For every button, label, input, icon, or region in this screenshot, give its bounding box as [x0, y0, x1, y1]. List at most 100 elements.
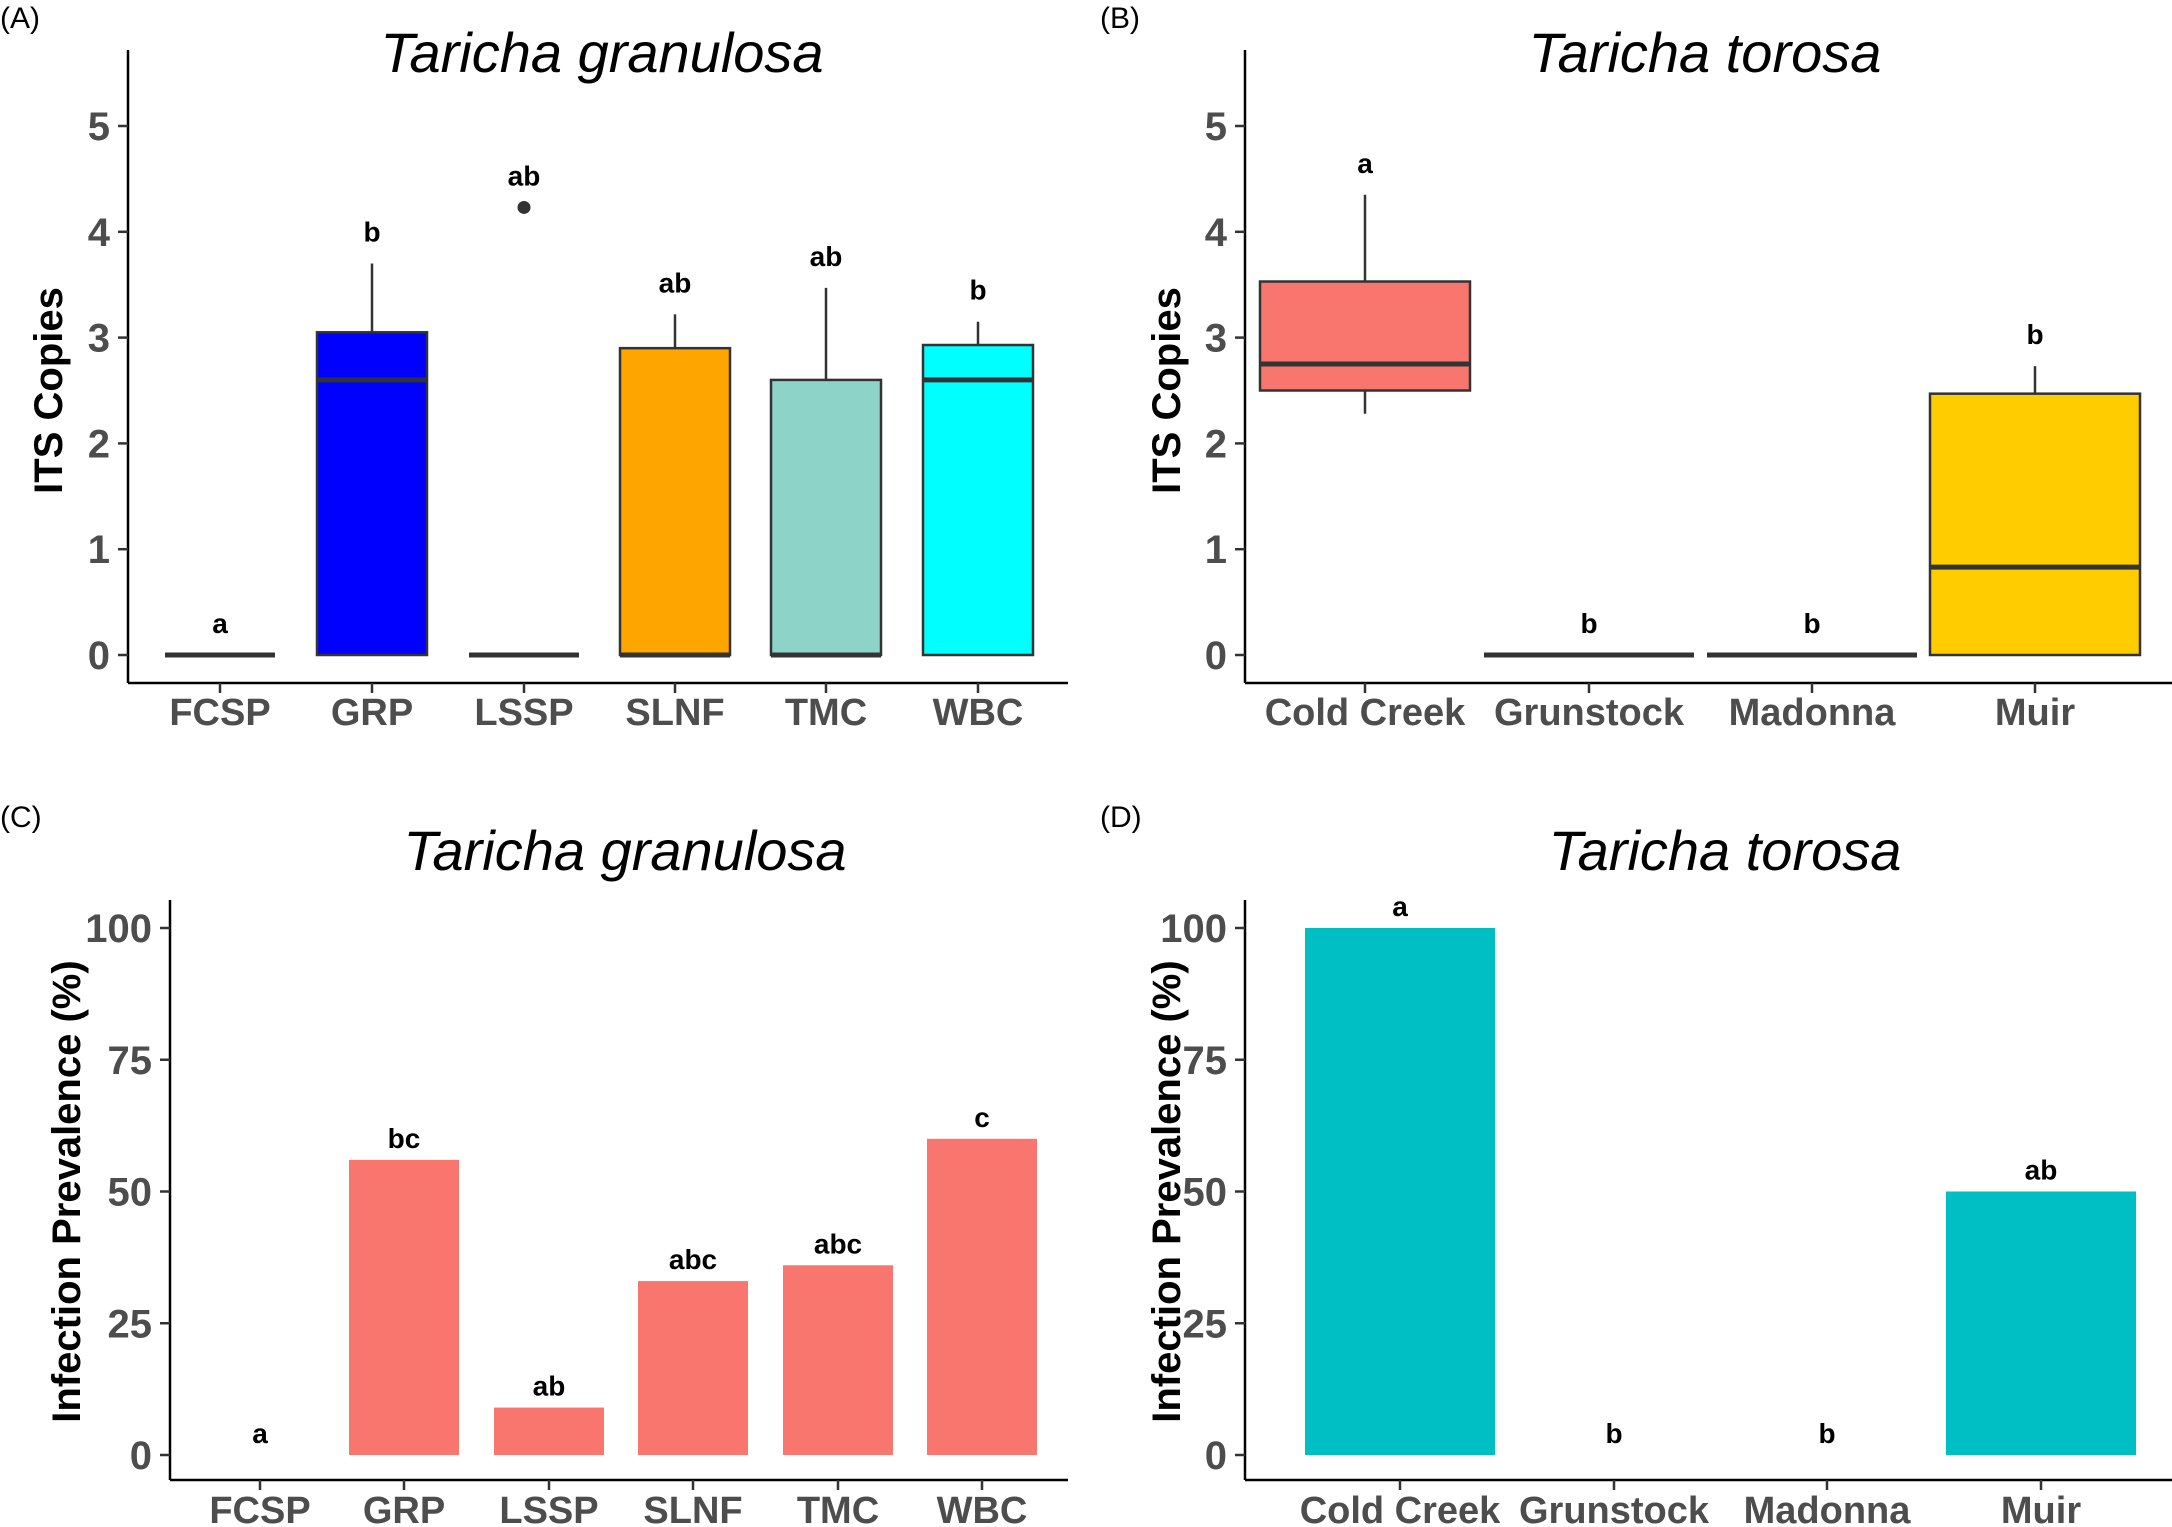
- y-tick-label: 1: [88, 528, 110, 572]
- box-lssp: [469, 200, 579, 658]
- y-tick-label: 25: [1183, 1302, 1228, 1346]
- significance-letter: a: [1357, 148, 1373, 179]
- x-tick-label: FCSP: [169, 692, 270, 734]
- y-axis-title: ITS Copies: [1145, 287, 1189, 494]
- y-tick-label: 1: [1205, 528, 1227, 572]
- y-tick-label: 4: [1205, 211, 1228, 255]
- significance-letter: a: [252, 1418, 268, 1449]
- y-tick-label: 5: [88, 105, 110, 149]
- y-tick-label: 3: [88, 317, 110, 361]
- outlier-point: [517, 200, 531, 214]
- panel-letter: (D): [1100, 801, 1142, 834]
- y-tick-label: 0: [88, 634, 110, 678]
- y-tick-label: 25: [108, 1302, 153, 1346]
- chart-title: Taricha granulosa: [403, 819, 846, 882]
- box-cold-creek: [1258, 194, 1472, 414]
- y-tick-label: 5: [1205, 105, 1227, 149]
- significance-letter: b: [1605, 1418, 1622, 1449]
- significance-letter: b: [2026, 319, 2043, 350]
- x-tick-label: LSSP: [474, 692, 573, 734]
- bar-tmc: [783, 1265, 893, 1455]
- box-wbc: [921, 321, 1035, 657]
- y-tick-label: 100: [1160, 907, 1227, 951]
- bar-muir: [1946, 1191, 2136, 1455]
- x-tick-label: Grunstock: [1519, 1490, 1710, 1527]
- chart-title: Taricha granulosa: [380, 21, 823, 84]
- y-tick-label: 50: [108, 1171, 153, 1215]
- x-tick-label: WBC: [933, 692, 1024, 734]
- y-axis-title: Infection Prevalence (%): [45, 960, 89, 1422]
- panel-a: (A) Taricha granulosa ITS Copies 0 1 2 3 4 5 FCSP…: [0, 2, 1068, 734]
- y-tick-label: 100: [85, 907, 152, 951]
- significance-letter: a: [212, 608, 228, 639]
- y-tick-label: 2: [88, 422, 110, 466]
- panel-letter: (C): [0, 801, 42, 834]
- x-tick-label: GRP: [331, 692, 413, 734]
- box-body: [618, 346, 732, 657]
- y-tick-label: 0: [130, 1434, 152, 1478]
- bar-grp: [349, 1159, 459, 1455]
- y-tick-label: 3: [1205, 317, 1227, 361]
- x-tick-label: Cold Creek: [1300, 1490, 1501, 1527]
- significance-letter: ab: [810, 241, 843, 272]
- x-tick-label: Madonna: [1744, 1490, 1912, 1527]
- bar-lssp: [494, 1407, 604, 1455]
- x-tick-label: Muir: [1995, 692, 2075, 734]
- y-tick-label: 0: [1205, 1434, 1227, 1478]
- x-tick-label: Grunstock: [1494, 692, 1685, 734]
- x-tick-label: Muir: [2001, 1490, 2081, 1527]
- significance-letter: b: [1803, 608, 1820, 639]
- x-tick-label: GRP: [363, 1490, 445, 1527]
- y-axis-title: Infection Prevalence (%): [1145, 960, 1189, 1422]
- significance-letter: bc: [388, 1123, 421, 1154]
- x-tick-label: FCSP: [209, 1490, 310, 1527]
- y-tick-label: 50: [1183, 1171, 1228, 1215]
- significance-letter: abc: [814, 1228, 862, 1259]
- x-tick-label: TMC: [785, 692, 867, 734]
- bar-cold-creek: [1305, 928, 1495, 1455]
- box-body: [315, 331, 429, 657]
- x-tick-label: SLNF: [643, 1490, 742, 1527]
- significance-letter: ab: [2025, 1155, 2058, 1186]
- significance-letter: ab: [659, 267, 692, 298]
- significance-letter: c: [974, 1102, 990, 1133]
- box-slnf: [618, 314, 732, 658]
- y-tick-label: 0: [1205, 634, 1227, 678]
- box-tmc: [769, 287, 883, 658]
- panel-b: (B) Taricha torosa ITS Copies 0 1 2 3 4 5 Cold Cr…: [1100, 2, 2172, 734]
- x-tick-label: SLNF: [625, 692, 724, 734]
- significance-letter: b: [1580, 608, 1597, 639]
- panel-letter: (B): [1100, 2, 1140, 35]
- significance-letter: a: [1392, 891, 1408, 922]
- significance-letter: b: [1818, 1418, 1835, 1449]
- significance-letter: b: [969, 275, 986, 306]
- y-axis-title: ITS Copies: [27, 287, 71, 494]
- y-tick-label: 75: [1183, 1039, 1228, 1083]
- significance-letter: abc: [669, 1244, 717, 1275]
- box-body: [769, 378, 883, 657]
- significance-letter: b: [363, 217, 380, 248]
- box-grp: [315, 263, 429, 657]
- x-tick-label: TMC: [797, 1490, 879, 1527]
- significance-letter: ab: [533, 1371, 566, 1402]
- bar-wbc: [927, 1138, 1037, 1455]
- bar-slnf: [638, 1281, 748, 1455]
- y-tick-label: 75: [108, 1039, 153, 1083]
- box-body: [1928, 392, 2142, 657]
- chart-title: Taricha torosa: [1549, 819, 1902, 882]
- box-muir: [1928, 366, 2142, 657]
- y-tick-label: 2: [1205, 422, 1227, 466]
- y-tick-label: 4: [88, 211, 111, 255]
- box-body: [921, 343, 1035, 657]
- x-tick-label: WBC: [937, 1490, 1028, 1527]
- x-tick-label: Madonna: [1729, 692, 1897, 734]
- x-tick-label: Cold Creek: [1265, 692, 1466, 734]
- chart-title: Taricha torosa: [1529, 21, 1882, 84]
- box-body: [1258, 280, 1472, 392]
- panel-c: (C) Taricha granulosa Infection Prevalence…: [0, 801, 1068, 1527]
- panel-d: (D) Taricha torosa Infection Prevalence (%…: [1100, 801, 2172, 1527]
- panel-letter: (A): [0, 2, 40, 35]
- significance-letter: ab: [508, 160, 541, 191]
- x-tick-label: LSSP: [499, 1490, 598, 1527]
